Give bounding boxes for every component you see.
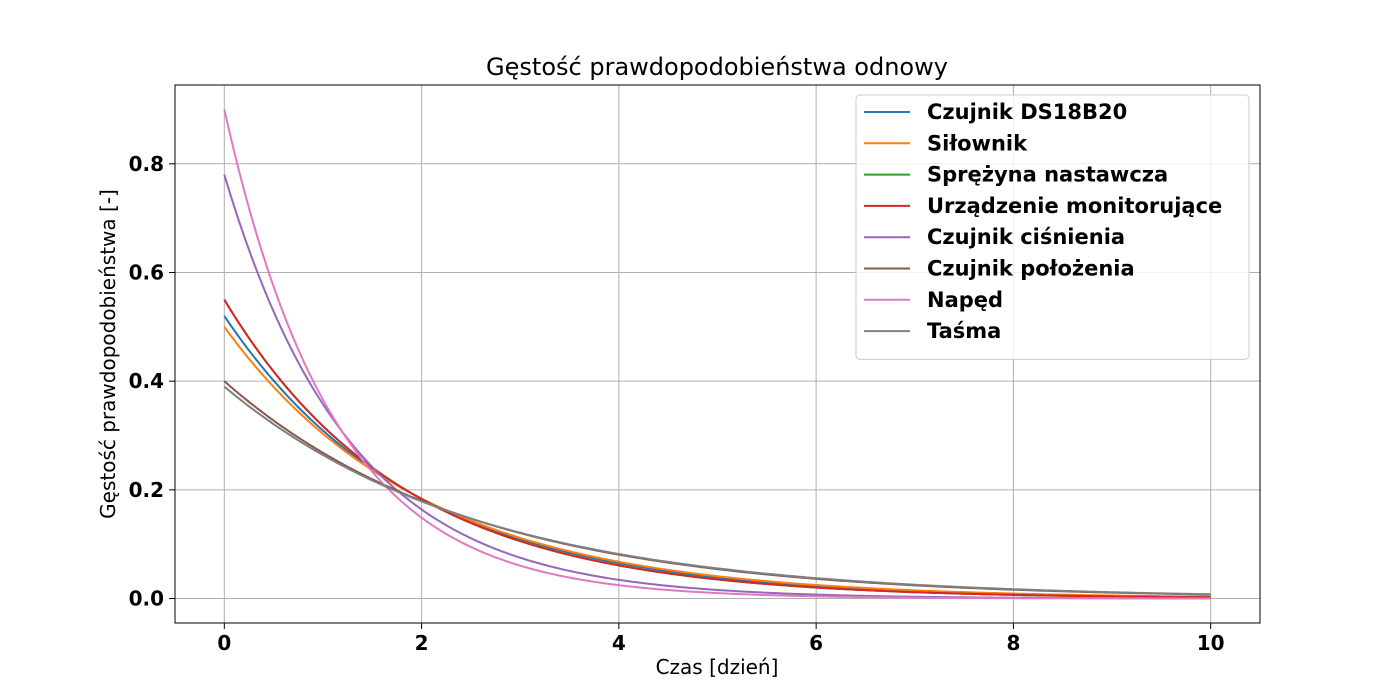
y-axis-title: Gęstość prawdopodobieństwa [-]	[96, 189, 120, 519]
plot-area-frame	[174, 84, 1261, 624]
chart-title: Gęstość prawdopodobieństwa odnowy	[486, 53, 948, 81]
legend-label: Siłownik	[927, 131, 1028, 155]
y-tick-label: 0.8	[129, 152, 164, 176]
legend: Czujnik DS18B20 Siłownik Sprężyna nastawcz…	[855, 94, 1250, 360]
legend-label: Czujnik ciśnienia	[927, 225, 1125, 249]
x-axis-title: Czas [dzień]	[656, 655, 779, 679]
axis-ticks: 0 2 4 6 8 10 0.0 0.2 0.4 0.6 0.8	[129, 152, 1225, 655]
series-lines	[223, 109, 1211, 600]
x-tick-label: 8	[1006, 631, 1020, 655]
series-line-7	[223, 109, 1211, 600]
x-tick-label: 2	[415, 631, 429, 655]
y-tick-label: 0.0	[129, 587, 164, 611]
legend-label: Czujnik DS18B20	[927, 100, 1127, 124]
series-line-6	[223, 380, 1211, 596]
series-line-4	[223, 299, 1211, 599]
legend-label: Sprężyna nastawcza	[927, 163, 1168, 187]
y-tick-label: 0.4	[129, 369, 164, 393]
y-tick-label: 0.6	[129, 260, 164, 284]
series-line-8	[223, 385, 1211, 596]
legend-label: Napęd	[927, 288, 1003, 312]
legend-box	[855, 94, 1250, 360]
x-tick-label: 10	[1197, 631, 1225, 655]
y-tick-label: 0.2	[129, 478, 164, 502]
series-line-2	[223, 326, 1211, 598]
x-tick-label: 6	[809, 631, 823, 655]
x-tick-label: 4	[612, 631, 626, 655]
x-tick-label: 0	[217, 631, 231, 655]
legend-label: Urządzenie monitorujące	[927, 194, 1222, 218]
legend-label: Taśma	[927, 319, 1001, 343]
legend-label: Czujnik położenia	[927, 257, 1135, 281]
